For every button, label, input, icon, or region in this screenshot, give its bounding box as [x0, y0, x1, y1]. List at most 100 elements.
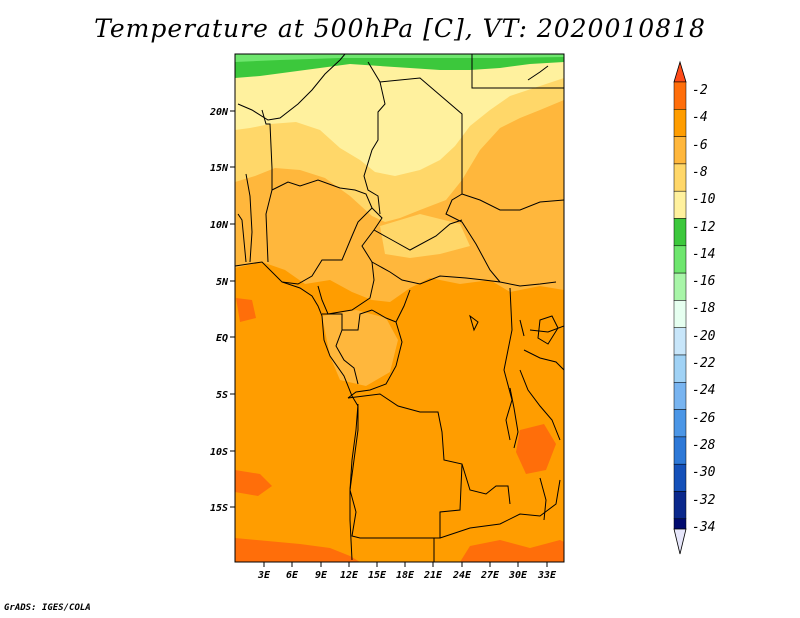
island-mark — [469, 314, 479, 332]
border-drc-east — [503, 287, 513, 441]
lon-label-24e: 24E — [452, 570, 472, 581]
colorbar-label: -28 — [692, 438, 716, 453]
colorbar-swatch — [673, 409, 687, 438]
latitude-axis: 20N 15N 10N 5N EQ 5S 10S 15S — [209, 107, 235, 514]
colorbar-label: -8 — [692, 165, 708, 180]
country-borders — [235, 54, 564, 562]
border-angola — [349, 403, 463, 539]
border-sudan-ethiopia — [461, 193, 564, 211]
border-togo-ghana — [245, 173, 253, 263]
red-sea-coast — [527, 65, 549, 81]
plot-frame — [234, 53, 565, 563]
border-ghana-west — [237, 213, 247, 263]
colorbar-swatch — [673, 81, 687, 110]
lat-label-5s: 5S — [216, 390, 228, 401]
longitude-axis: 3E 6E 9E 12E 15E 18E 21E 24E 27E 30E 33E — [257, 562, 557, 581]
colorbar-label: -22 — [692, 356, 716, 371]
temperature-field — [235, 54, 564, 562]
colorbar-swatch — [673, 491, 687, 520]
lon-label-3e: 3E — [257, 570, 271, 581]
colorbar-swatch — [673, 218, 687, 247]
lon-label-15e: 15E — [368, 570, 387, 581]
colorbar-swatch — [673, 354, 687, 383]
field-green-strip — [235, 54, 564, 78]
colorbar-label: -18 — [692, 301, 716, 316]
colorbar-label: -16 — [692, 274, 716, 289]
colorbar-label: -12 — [692, 220, 716, 235]
colorbar-label: -10 — [692, 192, 716, 207]
colorbar-bottom-arrow — [673, 528, 687, 555]
lake-tanganyika — [509, 387, 519, 449]
colorbar-label: -2 — [692, 83, 708, 98]
border-tanzania — [519, 369, 561, 441]
colorbar-label: -26 — [692, 411, 716, 426]
field-deep-orange-sw — [235, 470, 272, 496]
border-egypt-sudan — [471, 54, 564, 89]
colorbar-label: -34 — [692, 520, 715, 535]
colorbar-swatch — [673, 136, 687, 165]
colorbar-label: -32 — [692, 493, 716, 508]
colorbar-swatch — [673, 382, 687, 410]
lon-label-6e: 6E — [286, 570, 299, 581]
border-kenya-tanzania — [523, 349, 564, 371]
lat-label-10n: 10N — [210, 220, 229, 231]
border-gabon-eqguinea — [322, 309, 373, 331]
colorbar-swatch — [673, 300, 687, 328]
border-car-drc — [371, 261, 501, 285]
border-benin — [265, 168, 273, 263]
field-deep-orange-south — [235, 538, 360, 562]
border-chad-car — [373, 219, 463, 251]
colorbar-swatch — [673, 518, 687, 530]
border-zambia-south — [439, 479, 561, 539]
border-mali-niger — [261, 109, 273, 169]
colorbar-swatch — [673, 245, 687, 274]
colorbar-label: -30 — [692, 465, 716, 480]
colorbar-swatch — [673, 436, 687, 465]
lon-label-27e: 27E — [480, 570, 500, 581]
lon-label-33e: 33E — [537, 570, 557, 581]
border-south-sudan — [499, 281, 557, 287]
grads-credit: GrADS: IGES/COLA — [4, 603, 91, 613]
chart-title: Temperature at 500hPa [C], VT: 202001081… — [94, 14, 706, 43]
colorbar-swatch — [673, 327, 687, 356]
border-uganda-kenya — [529, 325, 564, 333]
field-light-orange-central — [322, 310, 398, 386]
lake-albert — [519, 319, 525, 337]
lake-victoria — [537, 315, 559, 345]
lat-label-10s: 10S — [210, 447, 228, 458]
lon-label-12e: 12E — [340, 570, 359, 581]
border-sudan-car — [445, 193, 501, 283]
field-pale-yellow — [235, 54, 564, 176]
lon-label-18e: 18E — [396, 570, 415, 581]
colorbar-swatch — [673, 109, 687, 137]
colorbar-label: -4 — [692, 110, 708, 125]
field-yellow-tongue — [380, 214, 470, 258]
lat-label-20n: 20N — [209, 107, 229, 118]
field-deep-orange-se — [460, 540, 564, 562]
lon-label-9e: 9E — [315, 570, 328, 581]
border-gabon-congo — [335, 329, 359, 385]
field-light-green-strip — [235, 54, 564, 62]
border-algeria-niger — [237, 54, 346, 121]
lat-label-15n: 15N — [210, 163, 229, 174]
border-congo-drc — [347, 321, 403, 399]
colorbar: -2 -4 -6 -8 -10 -12 -14 -16 -18 -20 -22 … — [673, 60, 716, 555]
colorbar-label: -20 — [692, 329, 716, 344]
field-deep-orange-west — [236, 298, 256, 322]
colorbar-swatch — [673, 272, 687, 301]
lake-malawi — [539, 477, 547, 521]
lat-label-15s: 15S — [210, 503, 228, 514]
lon-label-30e: 30E — [508, 570, 528, 581]
colorbar-swatch — [673, 190, 687, 219]
lat-label-eq: EQ — [216, 333, 228, 344]
colorbar-label: -6 — [692, 138, 708, 153]
border-libya-chad-sudan — [379, 77, 463, 194]
coastline-west — [235, 261, 359, 561]
colorbar-label: -24 — [692, 383, 715, 398]
border-drc-angola-zambia — [347, 393, 511, 505]
colorbar-label: -14 — [692, 247, 715, 262]
field-deep-orange-east — [516, 424, 556, 474]
border-cameroon — [317, 207, 383, 315]
border-niger-chad — [363, 61, 386, 215]
